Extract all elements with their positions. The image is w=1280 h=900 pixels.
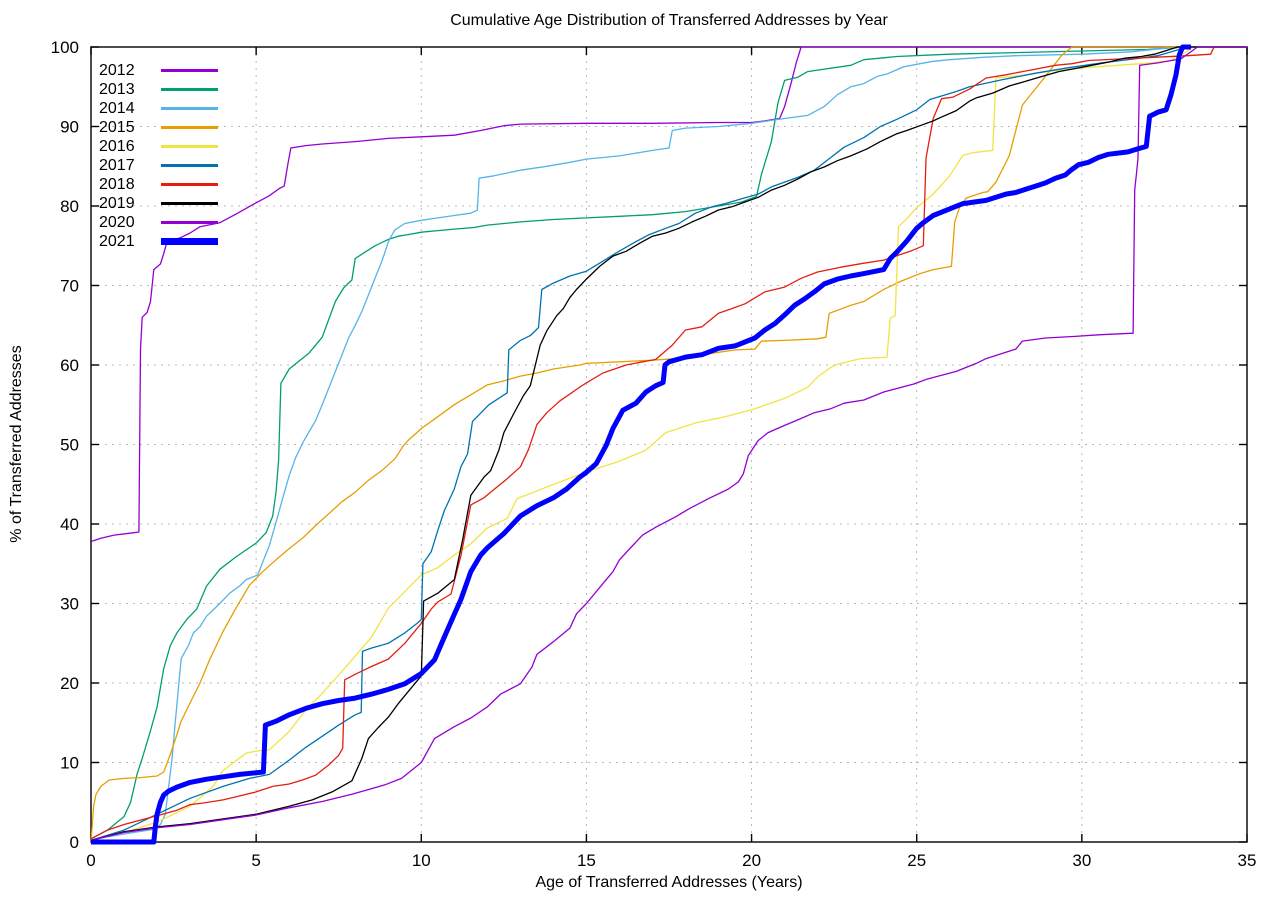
series-2014: [90, 46, 1247, 841]
legend-item-2013: 2013: [99, 80, 218, 99]
legend-label: 2012: [99, 62, 135, 79]
series-2013: [90, 46, 1247, 840]
y-tick-label: 30: [60, 595, 79, 614]
legend-swatch-2014: [161, 107, 218, 110]
legend-label: 2013: [99, 81, 135, 98]
x-tick-label: 30: [1072, 851, 1091, 870]
x-tick-label: 15: [577, 851, 596, 870]
legend-swatch-2021: [161, 238, 218, 245]
x-tick-label: 25: [907, 851, 926, 870]
legend-label: 2020: [99, 214, 135, 231]
x-tick-label: 35: [1238, 851, 1257, 870]
chart-title: Cumulative Age Distribution of Transferr…: [450, 12, 888, 29]
series-2020: [90, 46, 1247, 842]
legend-item-2018: 2018: [99, 175, 218, 194]
legend-swatch-2016: [161, 145, 218, 148]
legend-swatch-2020: [161, 221, 218, 224]
legend-swatch-2013: [161, 88, 218, 91]
legend-swatch-2017: [161, 164, 218, 167]
y-tick-label: 90: [60, 118, 79, 137]
y-tick-label: 70: [60, 277, 79, 296]
series-2016: [90, 46, 1247, 841]
legend-label: 2016: [99, 138, 135, 155]
legend-label: 2015: [99, 119, 135, 136]
legend-item-2012: 2012: [99, 61, 218, 80]
legend-label: 2014: [99, 100, 135, 117]
x-tick-label: 0: [86, 851, 95, 870]
legend-swatch-2019: [161, 202, 218, 205]
series-2015: [90, 46, 1247, 843]
y-tick-label: 40: [60, 515, 79, 534]
x-tick-label: 10: [412, 851, 431, 870]
legend-swatch-2012: [161, 69, 218, 72]
legend-item-2019: 2019: [99, 194, 218, 213]
y-tick-label: 20: [60, 674, 79, 693]
legend-item-2016: 2016: [99, 137, 218, 156]
y-tick-label: 50: [60, 436, 79, 455]
legend-item-2017: 2017: [99, 156, 218, 175]
legend-item-2021: 2021: [99, 232, 218, 251]
y-axis-label: % of Transferred Addresses: [8, 345, 25, 543]
y-tick-label: 100: [51, 38, 79, 57]
legend-item-2020: 2020: [99, 213, 218, 232]
series-2012: [90, 46, 1247, 543]
legend-label: 2021: [99, 233, 135, 250]
legend-label: 2019: [99, 195, 135, 212]
legend-swatch-2018: [161, 183, 218, 186]
x-axis-label: Age of Transferred Addresses (Years): [535, 874, 803, 891]
y-tick-label: 60: [60, 356, 79, 375]
x-tick-label: 20: [742, 851, 761, 870]
legend-label: 2017: [99, 157, 135, 174]
y-tick-label: 80: [60, 197, 79, 216]
legend-item-2015: 2015: [99, 118, 218, 137]
series-2017: [90, 46, 1247, 842]
series-2021: [91, 44, 1191, 845]
legend: 2012 2013 2014 2015 2016 2017 2018 2019 2020 2021: [99, 61, 218, 251]
series-2018: [90, 46, 1247, 840]
y-tick-label: 0: [70, 833, 79, 852]
x-tick-label: 5: [251, 851, 260, 870]
legend-item-2014: 2014: [99, 99, 218, 118]
y-tick-label: 10: [60, 754, 79, 773]
legend-label: 2018: [99, 176, 135, 193]
legend-swatch-2015: [161, 126, 218, 129]
series-2019: [90, 46, 1247, 842]
